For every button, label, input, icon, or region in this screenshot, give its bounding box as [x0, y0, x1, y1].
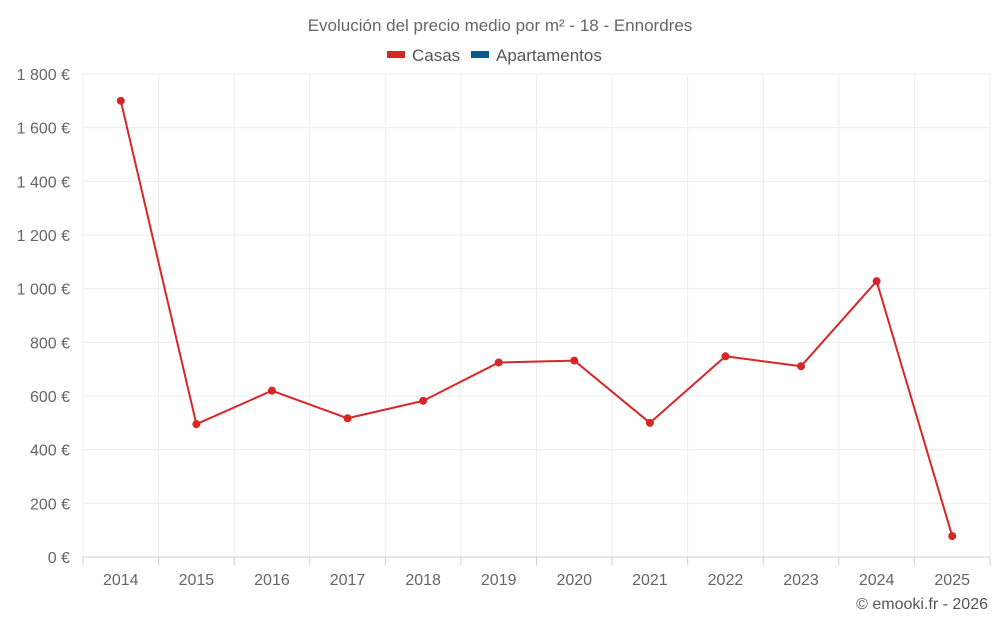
x-tick-label: 2024 — [859, 572, 895, 589]
series-layer — [116, 96, 957, 541]
legend-swatch-apartamentos — [471, 51, 489, 58]
y-axis: 0 € 200 € 400 € 600 € 800 € 1 000 € 1 200 € 1 4… — [17, 67, 70, 567]
x-tick-label: 2021 — [632, 572, 668, 589]
legend-item-casas[interactable]: Casas — [387, 46, 460, 65]
data-point-casas-2024[interactable] — [872, 277, 881, 286]
legend-item-apartamentos[interactable]: Apartamentos — [471, 46, 602, 65]
legend-label-apartamentos: Apartamentos — [496, 46, 602, 65]
x-axis: 2014 2015 2016 2017 2018 2019 2020 2021 2022 2023… — [82, 556, 991, 589]
y-tick-label: 200 € — [30, 496, 70, 513]
x-tick-label: 2023 — [783, 572, 819, 589]
data-point-casas-2021[interactable] — [645, 418, 654, 427]
data-point-casas-2020[interactable] — [570, 356, 579, 365]
grid — [82, 73, 991, 557]
data-point-casas-2015[interactable] — [192, 420, 201, 429]
data-point-casas-2017[interactable] — [343, 414, 352, 423]
legend: Casas Apartamentos — [387, 46, 602, 65]
data-point-casas-2025[interactable] — [948, 532, 957, 541]
x-tick-label: 2020 — [556, 572, 592, 589]
data-point-casas-2018[interactable] — [419, 396, 428, 405]
data-point-casas-2014[interactable] — [116, 96, 125, 105]
x-tick-label: 2014 — [103, 572, 139, 589]
legend-label-casas: Casas — [412, 46, 460, 65]
data-point-casas-2016[interactable] — [267, 386, 276, 395]
x-tick-label: 2022 — [708, 572, 744, 589]
chart-title: Evolución del precio medio por m² - 18 -… — [308, 16, 693, 35]
x-tick-label: 2017 — [330, 572, 366, 589]
x-tick-label: 2015 — [179, 572, 215, 589]
x-tick-label: 2025 — [934, 572, 970, 589]
x-tick-label: 2019 — [481, 572, 517, 589]
legend-swatch-casas — [387, 51, 405, 58]
data-point-casas-2019[interactable] — [494, 358, 503, 367]
data-point-casas-2023[interactable] — [797, 362, 806, 371]
x-tick-label: 2018 — [405, 572, 441, 589]
credit-text: © emooki.fr - 2026 — [856, 596, 988, 613]
series-line-casas — [119, 100, 954, 537]
y-tick-label: 1 200 € — [17, 228, 70, 245]
y-tick-label: 600 € — [30, 389, 70, 406]
x-tick-label: 2016 — [254, 572, 290, 589]
y-tick-label: 800 € — [30, 335, 70, 352]
y-tick-label: 0 € — [48, 550, 70, 567]
data-point-casas-2022[interactable] — [721, 352, 730, 361]
y-tick-label: 400 € — [30, 443, 70, 460]
y-tick-label: 1 800 € — [17, 67, 70, 84]
y-tick-label: 1 600 € — [17, 121, 70, 138]
y-tick-label: 1 000 € — [17, 282, 70, 299]
y-tick-label: 1 400 € — [17, 174, 70, 191]
